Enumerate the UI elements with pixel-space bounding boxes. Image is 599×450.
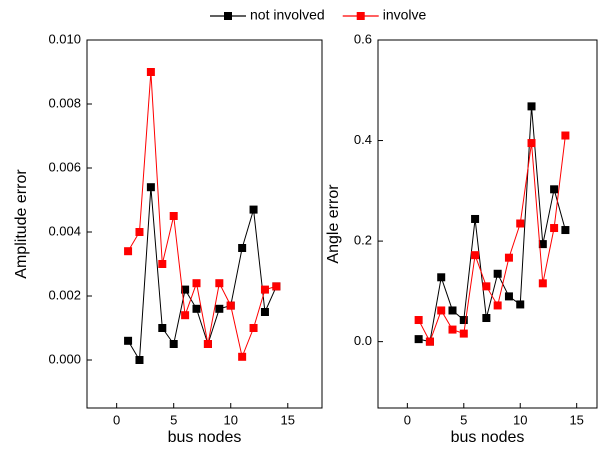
y-tick-label: 0.2 — [354, 233, 372, 248]
y-tick-label: 0.008 — [48, 95, 81, 110]
data-point — [238, 244, 247, 252]
legend-label: involve — [383, 7, 427, 23]
data-point — [146, 68, 155, 76]
data-point — [425, 337, 434, 346]
data-point — [493, 301, 502, 310]
y-tick-label: 0.004 — [48, 223, 81, 238]
data-point — [203, 340, 212, 348]
x-tick-label: 15 — [281, 412, 295, 427]
x-tick-label: 15 — [569, 412, 583, 427]
legend-label: not involved — [250, 7, 325, 23]
data-point — [471, 251, 480, 260]
y-axis-title: Amplitude error — [13, 169, 30, 279]
data-point — [124, 336, 133, 345]
data-point — [169, 340, 178, 348]
data-point — [215, 304, 224, 313]
data-point — [249, 205, 258, 214]
data-point — [493, 269, 502, 278]
x-tick-label: 0 — [113, 412, 120, 427]
y-tick-label: 0.4 — [354, 132, 372, 147]
data-point — [272, 282, 281, 291]
data-point — [135, 356, 144, 364]
data-point — [135, 228, 144, 236]
data-point — [414, 316, 423, 325]
data-point — [448, 306, 457, 315]
data-point — [215, 279, 224, 288]
data-point — [527, 139, 536, 148]
series-line — [127, 71, 277, 359]
data-point — [226, 301, 235, 310]
data-point — [260, 285, 269, 294]
x-tick-label: 5 — [170, 412, 177, 427]
data-point — [448, 325, 457, 334]
x-tick-label: 10 — [224, 412, 238, 427]
data-point — [516, 219, 525, 228]
data-point — [437, 306, 446, 315]
data-point — [169, 212, 178, 220]
data-point — [146, 183, 155, 192]
data-point — [482, 282, 491, 291]
data-point — [538, 240, 547, 249]
series-line — [418, 106, 566, 343]
data-point — [124, 247, 133, 256]
data-point — [192, 304, 201, 313]
plot-frame — [377, 39, 598, 409]
data-point — [181, 285, 190, 294]
y-tick-label: 0.000 — [48, 351, 81, 366]
data-point — [158, 260, 167, 268]
y-tick-label: 0.006 — [48, 159, 81, 174]
y-tick-label: 0.0 — [354, 333, 372, 348]
data-point — [437, 273, 446, 282]
y-tick-label: 0.002 — [48, 287, 81, 302]
plot-frame — [86, 39, 323, 409]
y-tick-label: 0.6 — [354, 31, 372, 46]
legend-marker — [356, 12, 365, 20]
data-point — [459, 329, 468, 338]
data-point — [550, 224, 559, 233]
data-point — [504, 253, 513, 262]
data-point — [527, 102, 536, 111]
data-point — [414, 335, 423, 344]
data-point — [158, 324, 167, 332]
data-point — [561, 226, 570, 235]
y-tick-label: 0.010 — [48, 31, 81, 46]
data-point — [482, 314, 491, 323]
data-point — [260, 308, 269, 316]
x-axis-title: bus nodes — [451, 429, 525, 446]
data-point — [181, 311, 190, 320]
x-tick-label: 5 — [460, 412, 467, 427]
data-point — [238, 352, 247, 361]
data-point — [504, 292, 513, 301]
x-tick-label: 10 — [513, 412, 527, 427]
data-point — [471, 214, 480, 223]
x-axis-title: bus nodes — [168, 429, 242, 446]
x-tick-label: 0 — [404, 412, 411, 427]
data-point — [561, 131, 570, 140]
data-point — [516, 300, 525, 309]
y-axis-title: Angle error — [325, 184, 342, 264]
series-line — [127, 187, 277, 362]
data-point — [249, 324, 258, 332]
data-point — [192, 279, 201, 288]
data-point — [459, 316, 468, 325]
legend-marker — [224, 12, 232, 20]
data-point — [538, 279, 547, 288]
data-point — [550, 185, 559, 194]
